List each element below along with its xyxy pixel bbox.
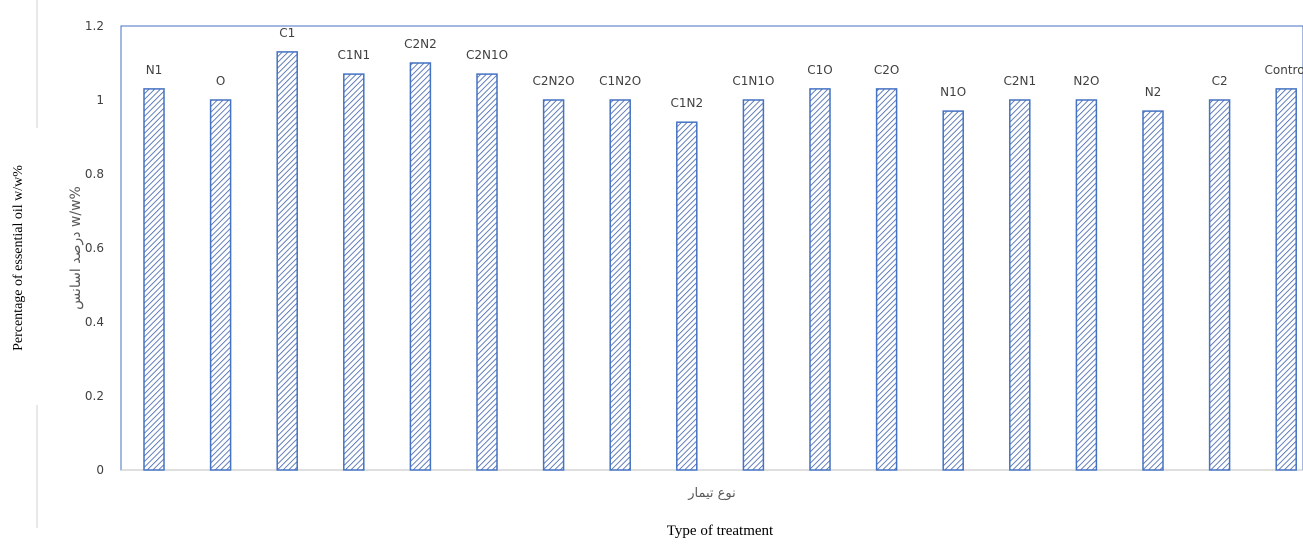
bar-c1n1: [343, 73, 365, 471]
bar-c1o: [809, 88, 831, 471]
bar-c2n1: [1009, 99, 1031, 471]
y-tick-label: 1.2: [85, 19, 104, 33]
category-label-c1: C1: [279, 26, 295, 40]
category-label-c1n2o: C1N2O: [599, 74, 641, 88]
y-tick-label: 0.4: [85, 315, 104, 329]
y-axis-title-farsi: درصد اسانس w/w%: [68, 186, 84, 310]
bar-n2: [1142, 110, 1164, 471]
bar-c1n1o: [742, 99, 765, 471]
bar-c1: [276, 51, 298, 471]
category-label-o: O: [216, 74, 225, 88]
bar-control: [1275, 88, 1297, 471]
bar-o: [209, 99, 232, 471]
bar-c2: [1208, 99, 1231, 471]
y-axis-title-english: Percentage of essential oil w/w%: [11, 165, 26, 351]
plot-area-border: [120, 25, 1303, 471]
category-label-c2n1o: C2N1O: [466, 48, 508, 62]
y-tick-label: 0: [96, 463, 104, 477]
category-label-c2o: C2O: [874, 63, 899, 77]
y-tick-label: 0.8: [85, 167, 104, 181]
category-label-c1n1: C1N1: [337, 48, 370, 62]
category-label-n2: N2: [1145, 85, 1162, 99]
bar-c1n2o: [609, 99, 631, 471]
category-label-c2n1: C2N1: [1003, 74, 1036, 88]
bar-c2n2o: [542, 99, 565, 471]
bar-n1: [143, 88, 165, 471]
bar-c2o: [875, 88, 898, 471]
category-label-c2n2: C2N2: [404, 37, 437, 51]
bar-n1o: [942, 110, 964, 471]
y-axis-ticks: 0 0.2 0.4 0.6 0.8 1 1.2: [85, 19, 104, 477]
x-axis-title-farsi: نوع تیمار: [687, 486, 736, 501]
category-label-c1n2: C1N2: [670, 96, 703, 110]
y-tick-label: 1: [96, 93, 104, 107]
bar-c1n2: [676, 121, 698, 471]
bar-c2n1o: [476, 73, 498, 471]
category-label-control: Control: [1265, 63, 1303, 77]
category-label-c2n2o: C2N2O: [533, 74, 575, 88]
bar-n2o: [1075, 99, 1098, 471]
y-tick-label: 0.2: [85, 389, 104, 403]
category-label-c2: C2: [1212, 74, 1228, 88]
x-axis-title-english: Type of treatment: [667, 523, 774, 539]
category-label-c1o: C1O: [807, 63, 832, 77]
category-label-n1o: N1O: [940, 85, 966, 99]
category-label-c1n1o: C1N1O: [732, 74, 774, 88]
bar-c2n2: [409, 62, 432, 471]
bars: [143, 51, 1297, 471]
y-tick-label: 0.6: [85, 241, 104, 255]
category-label-n1: N1: [146, 63, 163, 77]
category-label-n2o: N2O: [1073, 74, 1099, 88]
